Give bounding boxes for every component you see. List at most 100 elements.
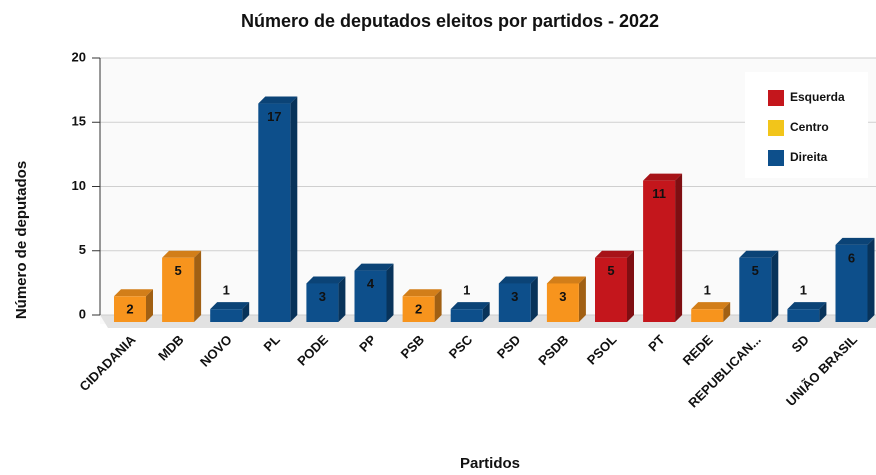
- bar-top: [787, 302, 827, 310]
- bar-top: [643, 173, 683, 181]
- bar-side: [819, 302, 827, 322]
- bar-side: [242, 302, 250, 322]
- y-axis-title: Número de deputados: [13, 161, 30, 319]
- bar: [402, 289, 442, 322]
- bar-front: [498, 283, 531, 322]
- bar: [162, 250, 202, 322]
- data-label: 1: [223, 283, 230, 298]
- bar-side: [578, 276, 586, 322]
- bar-front: [595, 257, 627, 322]
- data-label: 3: [511, 289, 518, 304]
- chart-title: Número de deputados eleitos por partidos…: [241, 11, 659, 31]
- bar-side: [482, 302, 490, 322]
- bar: [691, 302, 731, 322]
- x-tick-label: PSD: [494, 332, 524, 362]
- bar-top: [595, 250, 634, 258]
- bar-side: [723, 302, 731, 322]
- bar: [450, 302, 490, 322]
- bar: [114, 289, 153, 322]
- bar-side: [771, 250, 779, 322]
- legend-label: Centro: [790, 120, 829, 134]
- bar-side: [338, 276, 346, 322]
- data-label: 6: [848, 250, 855, 265]
- bar: [210, 302, 250, 322]
- x-tick-label: PL: [260, 332, 282, 354]
- x-tick-label: PSC: [446, 332, 476, 362]
- bar-top: [498, 276, 538, 284]
- bar: [787, 302, 827, 322]
- legend-label: Direita: [790, 150, 828, 164]
- bar-front: [739, 257, 772, 322]
- data-label: 1: [704, 283, 711, 298]
- legend-swatch: [768, 120, 784, 136]
- data-label: 11: [652, 186, 666, 201]
- x-tick-label: PSB: [398, 332, 428, 362]
- bar-top: [210, 302, 250, 310]
- bar: [835, 237, 875, 322]
- bar-front: [258, 103, 291, 322]
- bar-front: [691, 309, 724, 322]
- data-label: 5: [174, 263, 181, 278]
- x-tick-label: PODE: [294, 332, 331, 369]
- data-label: 5: [752, 263, 759, 278]
- legend-swatch: [768, 150, 784, 166]
- x-tick-label: REDE: [680, 332, 716, 368]
- bar-front: [835, 244, 868, 322]
- data-label: 3: [559, 289, 566, 304]
- bar-front: [354, 270, 387, 322]
- x-tick-label: NOVO: [197, 332, 235, 370]
- bar: [498, 276, 538, 322]
- bar: [595, 250, 634, 322]
- data-label: 4: [367, 276, 375, 291]
- y-tick-label: 10: [72, 178, 86, 193]
- bar-top: [691, 302, 731, 310]
- bar-side: [675, 173, 683, 322]
- bar-top: [835, 237, 875, 245]
- x-tick-label: PP: [356, 332, 379, 355]
- bar-side: [146, 289, 153, 322]
- x-tick-label: MDB: [155, 332, 187, 364]
- x-tick-label: PT: [645, 332, 667, 354]
- bar-top: [402, 289, 442, 297]
- bar: [643, 173, 683, 322]
- bar-side: [627, 250, 634, 322]
- bar-front: [162, 257, 195, 322]
- x-tick-label: CIDADANIA: [76, 332, 139, 395]
- data-label: 1: [800, 283, 807, 298]
- x-tick-label: PSOL: [584, 332, 620, 368]
- data-label: 17: [267, 109, 281, 124]
- bar-side: [530, 276, 538, 322]
- bar: [306, 276, 346, 322]
- bar-side: [867, 237, 875, 322]
- bar-top: [114, 289, 153, 297]
- data-label: 3: [319, 289, 326, 304]
- bar-top: [162, 250, 202, 258]
- data-label: 5: [607, 263, 614, 278]
- bar: [546, 276, 586, 322]
- bar-top: [306, 276, 346, 284]
- bar: [354, 263, 394, 322]
- bar-front: [546, 283, 579, 322]
- data-label: 1: [463, 283, 470, 298]
- bar-side: [290, 96, 298, 322]
- bar-side: [434, 289, 442, 322]
- legend: Esquerda Centro Direita: [745, 72, 868, 178]
- bar-front: [114, 296, 146, 322]
- bar-front: [787, 309, 820, 322]
- bar-top: [258, 96, 298, 104]
- legend-box: [745, 72, 868, 178]
- bar-front: [210, 309, 243, 322]
- bar-front: [450, 309, 483, 322]
- bar-front: [306, 283, 339, 322]
- bar-top: [354, 263, 394, 271]
- y-tick-label: 5: [79, 242, 86, 257]
- bar-front: [402, 296, 435, 322]
- legend-label: Esquerda: [790, 90, 845, 104]
- legend-swatch: [768, 90, 784, 106]
- x-tick-label: SD: [789, 332, 812, 355]
- x-axis-title: Partidos: [460, 455, 520, 472]
- y-tick-label: 0: [79, 306, 86, 321]
- data-label: 2: [415, 302, 422, 317]
- y-tick-label: 20: [72, 49, 86, 64]
